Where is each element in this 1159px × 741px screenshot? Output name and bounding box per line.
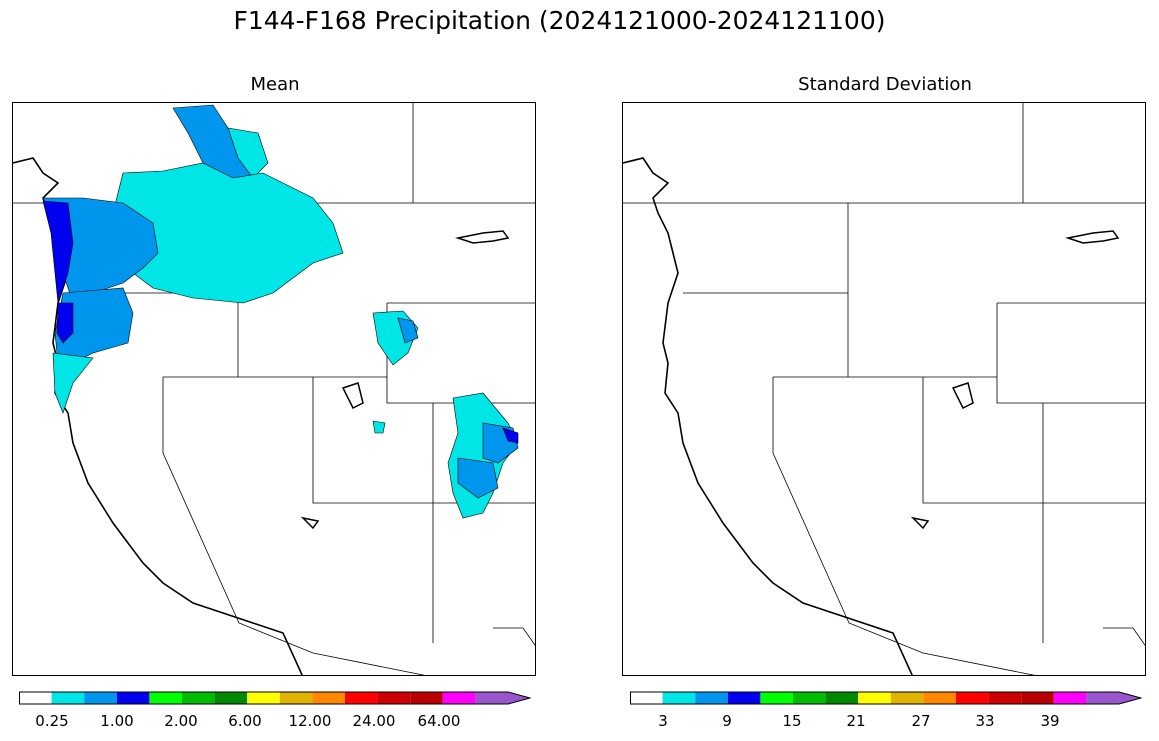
mean-colorbar-tick-label: 24.00 <box>352 712 396 730</box>
std-colorbar-segment <box>825 692 859 704</box>
std-colorbar-tick-label: 39 <box>1040 712 1060 730</box>
mean-colorbar-segment <box>475 692 530 704</box>
std-colorbar-segment <box>760 692 793 704</box>
mean-colorbar-segment <box>19 692 52 704</box>
mean-colorbar-segment <box>84 692 117 704</box>
mean-colorbar-tick-label: 1.00 <box>100 712 134 730</box>
mean-colorbar-tick-label: 0.25 <box>35 712 69 730</box>
std-colorbar-tick-label: 21 <box>846 712 866 730</box>
mean-basin <box>42 200 74 304</box>
std-colorbar-segment <box>1053 692 1087 704</box>
std-colorbar-segment <box>988 692 1022 704</box>
std-colorbar-segment <box>858 692 891 704</box>
std-lake <box>951 382 974 410</box>
std-colorbar-outline <box>630 691 1143 705</box>
std-lake <box>1065 230 1120 244</box>
std-colorbar-segment <box>890 692 924 704</box>
std-colorbar-tick-label: 3 <box>658 712 668 730</box>
mean-basin <box>397 317 419 344</box>
std-colorbar-segment <box>695 692 728 704</box>
std-boundaries <box>623 103 1145 675</box>
mean-colorbar-segment <box>410 692 443 704</box>
std-panel-title: Standard Deviation <box>798 74 972 95</box>
mean-basin <box>457 457 499 499</box>
mean-basin <box>502 427 519 444</box>
mean-basin <box>52 352 94 414</box>
mean-colorbar-segment <box>214 692 248 704</box>
std-colorbar-tick-label: 9 <box>722 712 732 730</box>
std-colorbar-segment <box>1021 692 1054 704</box>
mean-panel-title: Mean <box>250 74 300 95</box>
mean-colorbar-outline <box>19 691 532 705</box>
std-colorbar-tick-label: 33 <box>975 712 995 730</box>
figure-title: F144-F168 Precipitation (2024121000-2024… <box>233 6 886 35</box>
std-colorbar <box>630 690 1143 709</box>
mean-colorbar-segment <box>116 692 150 704</box>
std-colorbar-segment <box>630 692 663 704</box>
mean-colorbar-tick-label: 64.00 <box>417 712 461 730</box>
mean-colorbar-segment <box>312 692 345 704</box>
std-coastline <box>623 157 913 675</box>
std-map <box>622 102 1146 676</box>
mean-lake <box>300 516 320 530</box>
mean-basin <box>227 127 269 179</box>
mean-colorbar-tick-label: 6.00 <box>228 712 262 730</box>
mean-shaded-basins <box>42 104 519 519</box>
mean-colorbar-segment <box>247 692 280 704</box>
std-colorbar-tick-label: 15 <box>782 712 802 730</box>
std-colorbar-segment <box>793 692 826 704</box>
mean-lake <box>455 230 510 244</box>
mean-basin <box>56 302 74 344</box>
mean-colorbar-tick-label: 2.00 <box>164 712 198 730</box>
std-colorbar-segment <box>1086 692 1141 704</box>
mean-colorbar-segment <box>149 692 182 704</box>
std-colorbar-tick-label: 27 <box>911 712 931 730</box>
mean-colorbar-tick-label: 12.00 <box>288 712 332 730</box>
mean-lake <box>341 382 364 410</box>
mean-colorbar-segment <box>51 692 85 704</box>
mean-colorbar-segment <box>279 692 313 704</box>
mean-colorbar-segment <box>377 692 411 704</box>
mean-colorbar-segment <box>182 692 215 704</box>
mean-colorbar-segment <box>442 692 476 704</box>
mean-basin <box>482 422 519 464</box>
mean-basin <box>54 287 134 364</box>
mean-map <box>12 102 536 676</box>
std-colorbar-segment <box>662 692 696 704</box>
mean-colorbar-segment <box>345 692 378 704</box>
std-colorbar-segment <box>727 692 761 704</box>
std-colorbar-segment <box>956 692 989 704</box>
std-lake <box>910 516 930 530</box>
mean-basin <box>372 420 386 434</box>
mean-colorbar <box>19 690 532 709</box>
std-colorbar-segment <box>923 692 956 704</box>
